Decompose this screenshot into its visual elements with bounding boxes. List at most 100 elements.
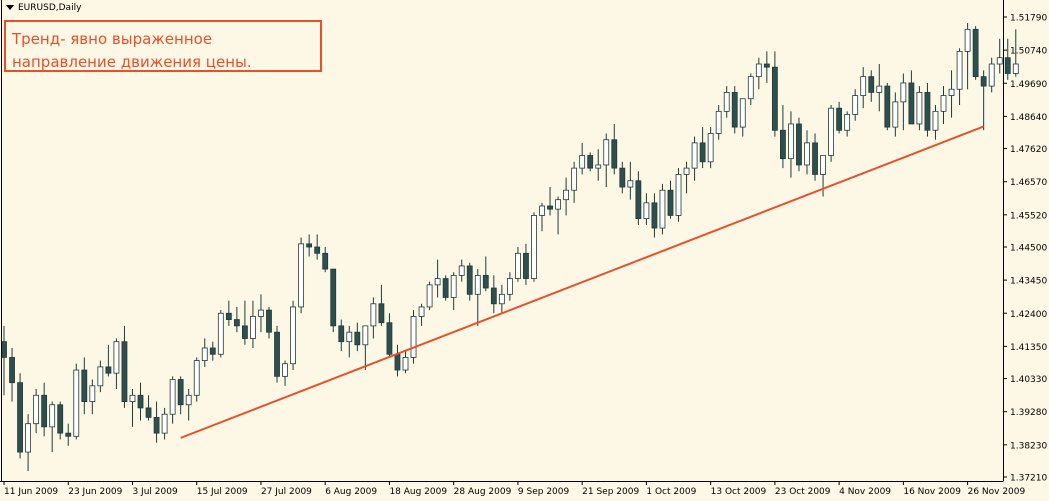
price-tick-label: 1.45520 <box>1010 211 1047 221</box>
candle-body <box>418 306 425 317</box>
price-tick-label: 1.44500 <box>1010 244 1047 254</box>
candle <box>346 325 353 358</box>
candle <box>651 193 658 238</box>
candle <box>450 272 457 311</box>
candle <box>932 105 939 140</box>
candle-body <box>506 278 513 295</box>
candle-body <box>113 341 120 374</box>
candle-body <box>386 322 393 355</box>
candle <box>41 382 48 437</box>
candle-body <box>434 278 441 286</box>
candle <box>788 111 794 178</box>
candle <box>73 363 80 440</box>
candle <box>659 183 666 235</box>
candle <box>531 212 537 282</box>
time-tick-label: 4 Nov 2009 <box>839 487 891 497</box>
candle-body <box>402 357 409 371</box>
candle <box>49 401 56 453</box>
candle-body <box>442 278 449 298</box>
candle <box>298 237 305 314</box>
candle <box>739 98 746 137</box>
candle-body <box>964 28 971 52</box>
candle <box>338 319 345 352</box>
candle <box>161 407 168 440</box>
candle-body <box>57 404 64 434</box>
candle <box>555 196 561 235</box>
candle-body <box>908 82 915 125</box>
candle <box>410 310 417 364</box>
candle <box>57 401 64 440</box>
candle-body <box>258 309 264 317</box>
candle-body <box>250 316 256 339</box>
price-tick-label: 1.43450 <box>1010 277 1047 287</box>
candle-body <box>723 92 730 112</box>
candle <box>852 89 859 121</box>
trend-annotation-text: Тренд- явно выраженное направление движе… <box>12 30 252 71</box>
candle <box>426 281 433 311</box>
candle <box>860 67 867 109</box>
candle-body <box>916 92 923 125</box>
candle <box>209 341 216 361</box>
symbol-text: EURUSD,Daily <box>18 3 82 13</box>
candle <box>266 306 272 339</box>
candle-body <box>611 139 618 169</box>
candle <box>924 82 931 137</box>
candle <box>948 70 955 118</box>
candle <box>956 48 963 106</box>
candle <box>177 376 184 415</box>
candle <box>812 133 818 181</box>
candle-body <box>563 189 569 201</box>
candle-body <box>844 114 851 131</box>
time-tick-label: 3 Jul 2009 <box>132 487 177 497</box>
candle <box>474 269 481 326</box>
time-tick-label: 23 Oct 2009 <box>775 487 831 497</box>
candle <box>876 64 883 112</box>
candle-body <box>579 155 586 169</box>
candle-body <box>523 252 529 279</box>
candle <box>571 161 578 203</box>
candle-body <box>370 303 377 327</box>
candle-body <box>217 312 224 355</box>
candle-body <box>354 331 361 346</box>
candle <box>169 376 176 424</box>
dropdown-triangle-icon[interactable] <box>6 5 14 10</box>
candle <box>755 57 762 90</box>
candle <box>964 22 971 90</box>
candle <box>1004 38 1011 80</box>
candle <box>121 325 128 408</box>
candle-body <box>796 123 802 166</box>
candle <box>378 284 385 326</box>
time-tick-label: 27 Jul 2009 <box>261 487 312 497</box>
candle-body <box>900 82 907 103</box>
candle-body <box>426 284 433 308</box>
candle <box>804 130 810 175</box>
trend-annotation-box: Тренд- явно выраженное направление движе… <box>4 20 322 72</box>
candle-body <box>828 107 834 156</box>
candle-body <box>9 357 15 384</box>
candle <box>105 344 112 377</box>
candle <box>844 111 851 137</box>
candle-body <box>298 243 305 308</box>
candle-body <box>948 88 955 96</box>
candle-body <box>515 252 521 279</box>
candle-body <box>788 123 794 160</box>
candle-body <box>715 110 722 134</box>
candle-body <box>17 382 23 453</box>
candle-body <box>619 167 626 188</box>
candle-body <box>161 413 168 434</box>
candle <box>282 360 288 386</box>
candle <box>619 161 626 194</box>
candle <box>595 149 602 181</box>
candle-body <box>346 331 353 343</box>
candle-body <box>1 341 7 358</box>
candle-body <box>450 274 457 298</box>
candle <box>258 294 264 333</box>
price-tick-label: 1.41350 <box>1010 343 1047 353</box>
time-tick-label: 15 Jul 2009 <box>197 487 248 497</box>
candle <box>515 247 521 282</box>
candle <box>306 234 313 257</box>
trendline-group <box>180 125 985 439</box>
candle-body <box>498 293 505 305</box>
candle <box>25 414 31 472</box>
